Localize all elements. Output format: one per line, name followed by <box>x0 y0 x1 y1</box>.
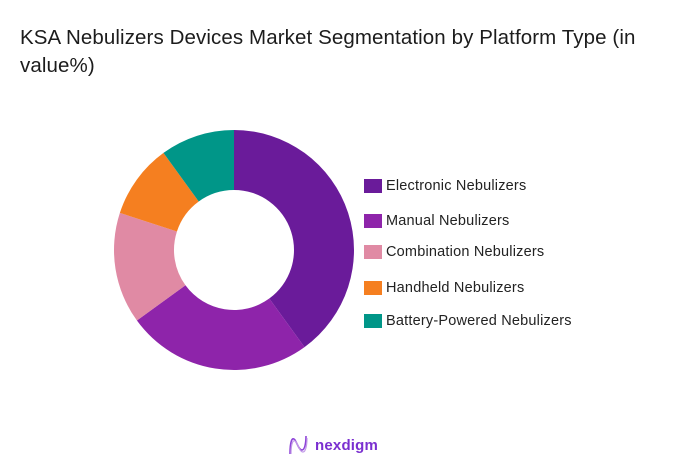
legend-label: Battery-Powered Nebulizers <box>386 313 572 329</box>
legend-label: Electronic Nebulizers <box>386 178 527 194</box>
legend-swatch <box>364 179 382 193</box>
chart-title: KSA Nebulizers Devices Market Segmentati… <box>20 26 636 77</box>
legend-swatch <box>364 281 382 295</box>
legend-label: Combination Nebulizers <box>386 244 545 260</box>
donut-slice-electronic-nebulizers <box>234 130 354 348</box>
legend-item-battery-powered: Battery-Powered Nebulizers <box>364 313 572 329</box>
legend-label: Manual Nebulizers <box>386 213 510 229</box>
legend-swatch <box>364 314 382 328</box>
legend-label: Handheld Nebulizers <box>386 280 525 296</box>
legend-item-combination: Combination Nebulizers <box>364 244 544 260</box>
legend-item-handheld: Handheld Nebulizers <box>364 280 524 296</box>
brand-logo: nexdigm <box>287 434 378 456</box>
legend-item-manual: Manual Nebulizers <box>364 213 510 229</box>
donut-slices <box>114 130 354 370</box>
legend-swatch <box>364 214 382 228</box>
nexdigm-wave-icon <box>289 435 308 455</box>
donut-slice-handheld-nebulizers <box>119 152 199 232</box>
donut-slice-manual-nebulizers <box>136 285 305 370</box>
donut-slice-battery-powered-nebulizers <box>163 130 234 202</box>
legend-swatch <box>364 245 382 259</box>
donut-slice-combination-nebulizers <box>114 212 186 321</box>
brand-name: nexdigm <box>315 436 379 454</box>
legend-item-electronic: Electronic Nebulizers <box>364 178 526 194</box>
